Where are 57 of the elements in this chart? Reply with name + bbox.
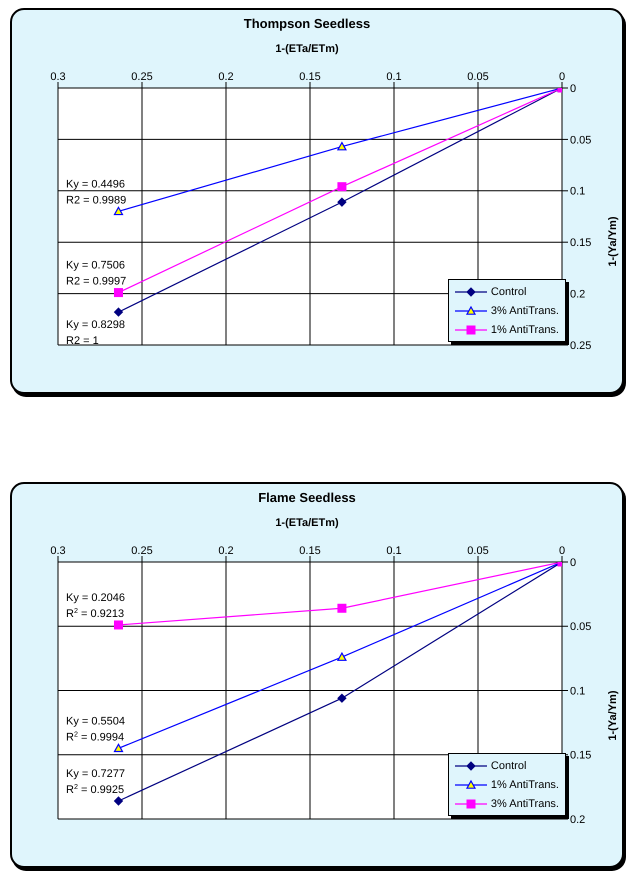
point bbox=[337, 604, 346, 613]
x-tick-label: 0.05 bbox=[467, 71, 489, 83]
annotation: Ky = 0.7506 bbox=[66, 260, 126, 272]
x-tick-label: 0.25 bbox=[131, 545, 153, 557]
y-tick-label: 0.15 bbox=[570, 750, 592, 762]
legend-label: 3% AntiTrans. bbox=[490, 798, 559, 810]
x-tick-label: 0.1 bbox=[386, 71, 402, 83]
x-tick-label: 0.05 bbox=[467, 545, 489, 557]
annotation: R2 = 1 bbox=[66, 335, 99, 348]
y-tick-label: 0.15 bbox=[570, 237, 592, 250]
legend-label: 1% AntiTrans. bbox=[490, 324, 559, 336]
y-tick-label: 0.2 bbox=[570, 814, 586, 826]
y-tick-label: 0.2 bbox=[570, 288, 586, 301]
annotation: Ky = 0.2046 bbox=[66, 592, 126, 604]
y-tick-label: 0.25 bbox=[570, 340, 592, 352]
chart-title: Flame Seedless bbox=[257, 490, 357, 505]
x-tick-label: 0.2 bbox=[218, 545, 234, 557]
y-tick-label: 0.05 bbox=[570, 621, 592, 634]
point bbox=[337, 182, 346, 192]
annotation: R$^{2}$ = 0.9994 bbox=[66, 730, 124, 744]
y-tick-label: 0 bbox=[570, 556, 576, 569]
x-tick-label: 0.2 bbox=[218, 71, 234, 83]
x-tick-label: 0.1 bbox=[386, 545, 402, 557]
legend-label: 3% AntiTrans. bbox=[490, 304, 559, 316]
annotation: R2 = 0.9997 bbox=[66, 276, 126, 288]
y-tick-label: 0.05 bbox=[570, 134, 592, 146]
annotation: R2 = 0.9989 bbox=[66, 194, 126, 206]
x-tick-label: 0.3 bbox=[50, 71, 66, 83]
chart-title: Thompson Seedless bbox=[242, 16, 372, 31]
x-axis-title: 1-(ETa/ETm) bbox=[274, 43, 340, 55]
annotation: Ky = 0.5504 bbox=[66, 715, 126, 728]
point bbox=[114, 620, 123, 630]
x-tick-label: 0 bbox=[558, 545, 566, 557]
legend-label: 1% AntiTrans. bbox=[490, 778, 559, 790]
x-tick-label: 0.15 bbox=[299, 71, 321, 83]
legend-label: Control bbox=[490, 286, 526, 298]
point bbox=[114, 288, 123, 298]
x-axis-title: 1-(ETa/ETm) bbox=[274, 517, 340, 529]
annotation: Ky = 0.8298 bbox=[66, 319, 126, 332]
x-tick-label: 0.3 bbox=[50, 545, 66, 557]
annotation: Ky = 0.7277 bbox=[66, 768, 126, 780]
x-tick-label: 0 bbox=[558, 71, 566, 83]
y-tick-label: 0 bbox=[570, 82, 576, 95]
x-tick-label: 0.25 bbox=[131, 71, 153, 83]
y-tick-label: 0.1 bbox=[570, 685, 586, 698]
point bbox=[114, 308, 123, 317]
point bbox=[337, 198, 346, 207]
annotation: R$^{2}$ = 0.9213 bbox=[66, 606, 124, 620]
y-axis-title: 1-(Ya/Ym) bbox=[606, 216, 619, 267]
y-tick-label: 0.1 bbox=[570, 186, 586, 198]
x-tick-label: 0.15 bbox=[299, 545, 321, 557]
annotation: R$^{2}$ = 0.9925 bbox=[66, 783, 124, 796]
y-axis-title: 1-(Ya/Ym) bbox=[606, 690, 619, 741]
point bbox=[337, 694, 346, 703]
legend-label: Control bbox=[490, 760, 526, 772]
point bbox=[114, 796, 123, 806]
annotation: Ky = 0.4496 bbox=[66, 178, 126, 190]
